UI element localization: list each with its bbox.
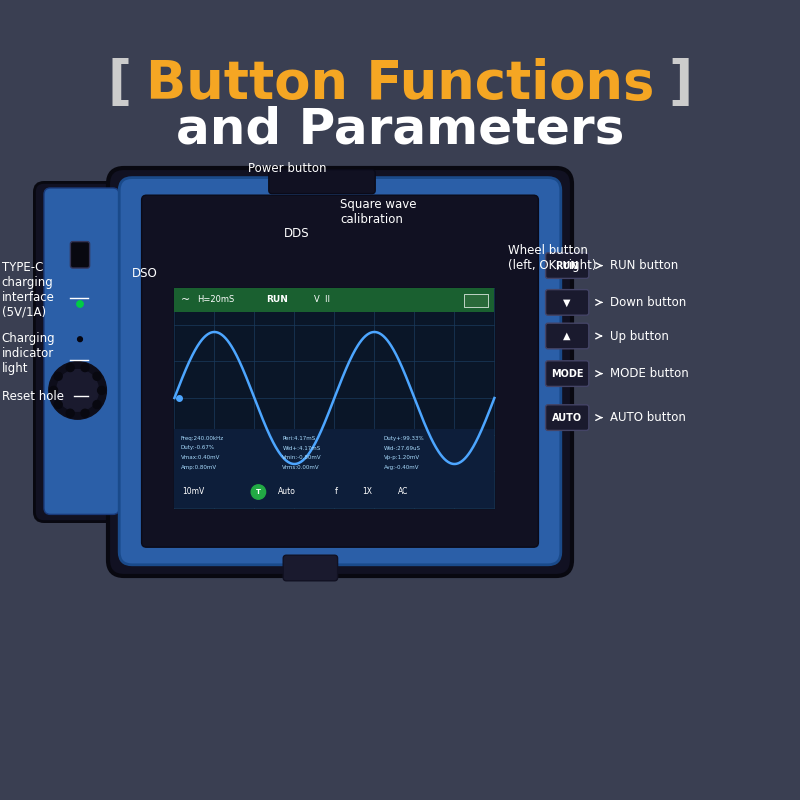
FancyBboxPatch shape (464, 294, 488, 307)
Circle shape (57, 370, 98, 411)
Circle shape (93, 401, 101, 409)
Text: Auto: Auto (278, 487, 296, 497)
Text: DSO: DSO (132, 267, 158, 280)
FancyBboxPatch shape (546, 405, 589, 430)
Text: Wid-:27.69uS: Wid-:27.69uS (384, 446, 421, 450)
FancyBboxPatch shape (174, 429, 494, 508)
FancyBboxPatch shape (108, 168, 572, 576)
Text: ~: ~ (181, 295, 190, 305)
Text: RUN: RUN (555, 261, 579, 270)
FancyBboxPatch shape (44, 188, 119, 514)
Circle shape (93, 372, 101, 380)
Text: Vp-p:1.20mV: Vp-p:1.20mV (384, 455, 420, 460)
Text: and Parameters: and Parameters (176, 106, 624, 154)
Text: Charging
indicator
light: Charging indicator light (2, 332, 55, 375)
Text: MODE: MODE (551, 369, 583, 378)
Text: AUTO button: AUTO button (610, 411, 686, 424)
FancyBboxPatch shape (119, 178, 561, 565)
Circle shape (54, 401, 62, 409)
Circle shape (78, 337, 82, 342)
Text: H=20mS: H=20mS (197, 295, 234, 305)
Text: Vmax:0.40mV: Vmax:0.40mV (181, 455, 220, 460)
Text: AUTO: AUTO (552, 413, 582, 422)
Text: Vmin:-0.80mV: Vmin:-0.80mV (282, 455, 322, 460)
FancyBboxPatch shape (70, 242, 90, 268)
FancyBboxPatch shape (546, 253, 589, 278)
FancyBboxPatch shape (34, 182, 126, 522)
FancyBboxPatch shape (546, 361, 589, 386)
Text: Duty+:99.33%: Duty+:99.33% (384, 436, 425, 441)
Text: Reset hole: Reset hole (2, 390, 64, 402)
Text: Down button: Down button (610, 296, 686, 309)
Circle shape (66, 410, 74, 418)
Text: Wid+:4.17mS: Wid+:4.17mS (282, 446, 321, 450)
Text: Button Functions: Button Functions (146, 58, 654, 110)
Text: 1X: 1X (362, 487, 372, 497)
Text: MODE button: MODE button (610, 367, 688, 380)
Circle shape (54, 372, 62, 380)
Text: RUN: RUN (266, 295, 288, 305)
Text: ]: ] (668, 58, 692, 110)
FancyBboxPatch shape (269, 170, 375, 194)
Circle shape (251, 485, 266, 499)
FancyBboxPatch shape (174, 288, 494, 312)
FancyBboxPatch shape (546, 323, 589, 349)
Circle shape (50, 386, 58, 394)
FancyBboxPatch shape (283, 555, 338, 581)
Text: TYPE-C
charging
interface
(5V/1A): TYPE-C charging interface (5V/1A) (2, 261, 54, 318)
Text: Peri:4.17mS: Peri:4.17mS (282, 436, 316, 441)
Circle shape (49, 362, 106, 419)
Circle shape (81, 363, 89, 371)
Text: f: f (334, 487, 338, 497)
Text: 10mV: 10mV (182, 487, 205, 497)
FancyBboxPatch shape (142, 195, 538, 547)
Text: RUN button: RUN button (610, 259, 678, 272)
Text: ▼: ▼ (563, 298, 571, 307)
Text: DDS: DDS (284, 227, 310, 240)
Text: Vrms:0.00mV: Vrms:0.00mV (282, 465, 320, 470)
Text: Wheel button
(left, OK, right): Wheel button (left, OK, right) (508, 244, 597, 272)
Text: Avg:-0.40mV: Avg:-0.40mV (384, 465, 419, 470)
FancyBboxPatch shape (546, 290, 589, 315)
Text: Amp:0.80mV: Amp:0.80mV (181, 465, 217, 470)
Circle shape (81, 410, 89, 418)
Circle shape (77, 301, 83, 307)
Circle shape (66, 363, 74, 371)
Text: Square wave
calibration: Square wave calibration (340, 198, 417, 226)
Text: Duty:-0.67%: Duty:-0.67% (181, 446, 214, 450)
FancyBboxPatch shape (174, 288, 494, 508)
Text: Power button: Power button (248, 162, 326, 174)
Text: V  II: V II (314, 295, 330, 305)
Text: T: T (256, 489, 261, 495)
Text: Freq:240.00kHz: Freq:240.00kHz (181, 436, 224, 441)
Text: AC: AC (398, 487, 409, 497)
Text: [: [ (108, 58, 132, 110)
Circle shape (98, 386, 106, 394)
Text: ▲: ▲ (563, 331, 571, 341)
Text: Up button: Up button (610, 330, 669, 342)
